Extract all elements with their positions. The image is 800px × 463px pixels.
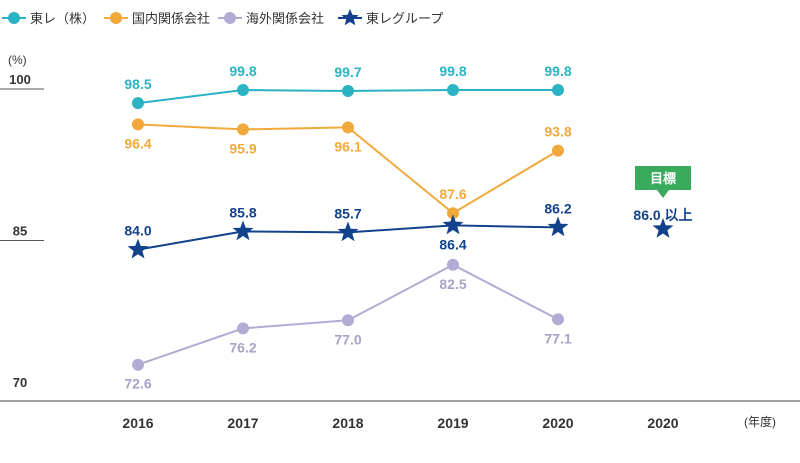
legend-circle-marker	[8, 12, 20, 24]
data-label: 99.8	[439, 63, 466, 79]
x-tick-label: 2017	[227, 415, 258, 431]
legend-label: 海外関係会社	[246, 11, 324, 26]
x-tick-label: 2020	[647, 415, 678, 431]
data-point	[552, 84, 564, 97]
data-point	[132, 118, 144, 131]
series: 72.6 76.2 77.0 82.5 77.1	[124, 258, 572, 392]
legend-label: 東レ（株）	[30, 11, 95, 26]
data-point	[342, 85, 354, 98]
data-point	[232, 220, 254, 241]
data-point	[132, 358, 144, 371]
target-value-label: 86.0 以上	[633, 207, 692, 223]
data-point	[547, 216, 569, 237]
y-tick-label: 70	[13, 375, 27, 390]
data-label: 95.9	[229, 140, 256, 156]
data-point	[127, 238, 149, 259]
data-label: 76.2	[229, 339, 256, 355]
data-label: 87.6	[439, 186, 466, 202]
data-label: 72.6	[124, 376, 151, 392]
x-tick-label: 2018	[332, 415, 363, 431]
y-tick-label: 100	[9, 72, 31, 87]
legend-circle-marker	[224, 12, 236, 24]
target-badge-pointer	[657, 190, 669, 198]
data-label: 96.4	[124, 135, 151, 151]
data-point	[237, 123, 249, 136]
data-label: 86.2	[544, 200, 571, 216]
data-point	[447, 84, 459, 97]
y-axis-unit: (%)	[8, 53, 27, 67]
data-label: 99.8	[229, 63, 256, 79]
series: 84.0 85.8 85.7 86.4 86.2	[124, 200, 572, 259]
series: 98.5 99.8 99.7 99.8 99.8	[124, 63, 572, 110]
data-point	[447, 258, 459, 271]
series-group: 98.5 99.8 99.7 99.8 99.8 96.4 95.9 96.1 87.6 93.8…	[124, 63, 571, 392]
x-tick-label: 2016	[122, 415, 153, 431]
y-tick-label: 85	[13, 224, 27, 239]
data-point	[342, 121, 354, 134]
series: 96.4 95.9 96.1 87.6 93.8	[124, 118, 572, 220]
target-badge	[635, 166, 691, 190]
data-label: 77.1	[544, 330, 571, 346]
x-ticks: 2016 2017 2018 2019 2020 2020	[122, 415, 678, 431]
legend-label: 国内関係会社	[132, 11, 210, 26]
legend-circle-marker	[110, 12, 122, 24]
data-point	[552, 144, 564, 157]
data-label: 99.7	[334, 64, 361, 80]
data-label: 99.8	[544, 63, 571, 79]
data-label: 84.0	[124, 223, 151, 239]
data-point	[342, 314, 354, 327]
data-label: 82.5	[439, 276, 466, 292]
target-badge-label: 目標	[650, 171, 676, 186]
data-label: 98.5	[124, 76, 151, 92]
data-label: 77.0	[334, 331, 361, 347]
data-point	[237, 322, 249, 335]
data-label: 85.7	[334, 205, 361, 221]
data-label: 93.8	[544, 124, 571, 140]
legend-label: 東レグループ	[366, 11, 443, 26]
data-label: 86.4	[439, 236, 466, 252]
target-star	[652, 217, 674, 238]
x-tick-label: 2020	[542, 415, 573, 431]
axes: (%) (年度)	[0, 53, 800, 429]
x-tick-label: 2019	[437, 415, 468, 431]
data-point	[447, 207, 459, 220]
data-label: 85.8	[229, 204, 256, 220]
data-point	[237, 84, 249, 97]
legend: 東レ（株） 国内関係会社 海外関係会社 東レグループ	[2, 9, 443, 26]
data-point	[552, 313, 564, 326]
data-point	[132, 97, 144, 110]
data-point	[442, 214, 464, 235]
data-label: 96.1	[334, 138, 361, 154]
x-axis-unit: (年度)	[744, 414, 776, 429]
legend-star-marker	[341, 9, 359, 26]
y-ticks: 100 85 70	[0, 72, 44, 390]
data-point	[337, 221, 359, 242]
